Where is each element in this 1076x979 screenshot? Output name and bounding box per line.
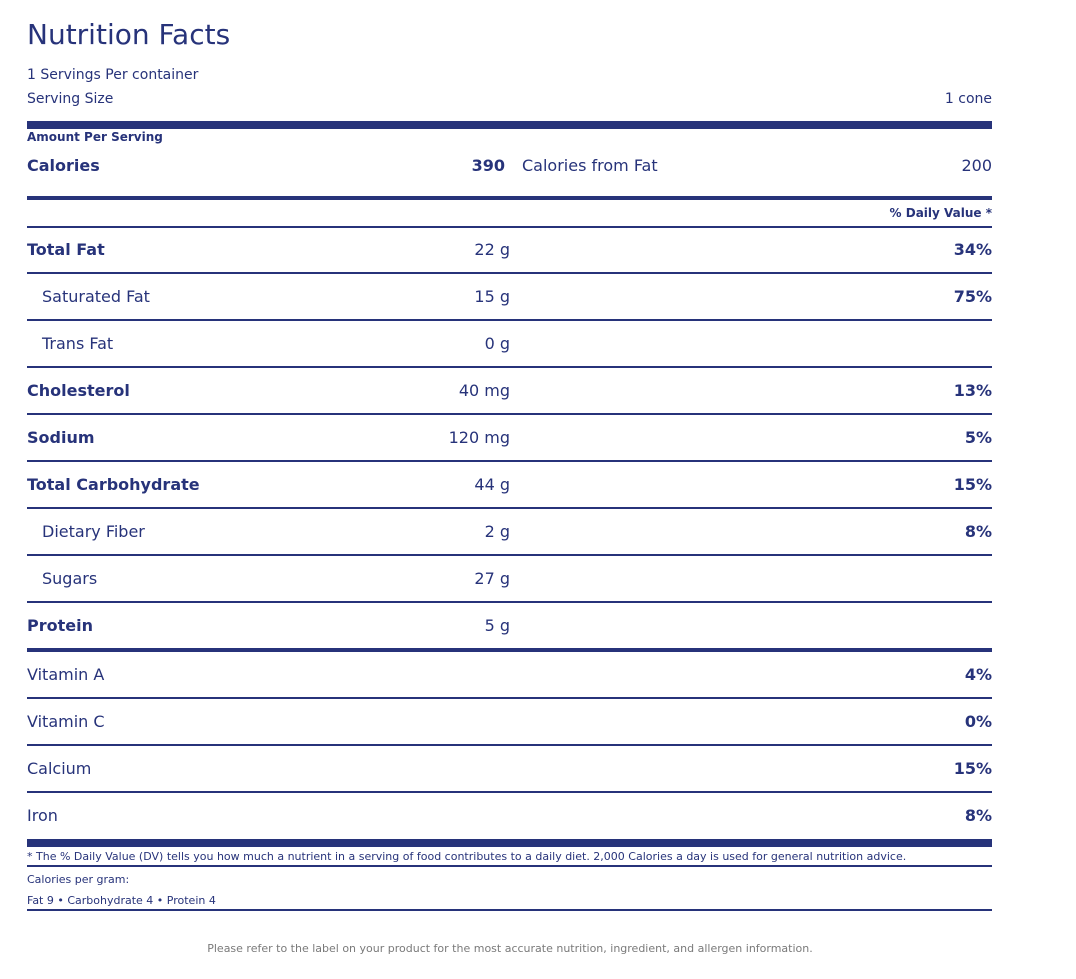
nutrient-amount: 44 g <box>474 475 510 494</box>
row-divider <box>27 460 992 462</box>
daily-value-header: % Daily Value * <box>889 206 992 220</box>
calories-per-gram-values: Fat 9 • Carbohydrate 4 • Protein 4 <box>27 894 216 907</box>
nutrient-amount: 40 mg <box>458 381 510 400</box>
vitamin-daily-value: 4% <box>964 665 992 684</box>
row-divider <box>27 909 992 911</box>
row-divider <box>27 226 992 228</box>
nutrient-name: Total Carbohydrate <box>27 475 200 494</box>
serving-size-label: Serving Size <box>27 91 114 107</box>
nutrient-name: Total Fat <box>27 240 105 259</box>
medium-divider <box>27 648 992 652</box>
calories-from-fat-label: Calories from Fat <box>522 156 658 175</box>
vitamin-daily-value: 15% <box>953 759 992 778</box>
vitamin-row: Iron 8% <box>27 806 992 828</box>
row-divider <box>27 791 992 793</box>
calories-from-fat-value: 200 <box>961 156 992 175</box>
vitamin-row: Vitamin C 0% <box>27 712 992 734</box>
calories-row: Calories 390 Calories from Fat 200 <box>27 156 992 178</box>
nutrient-amount: 120 mg <box>448 428 510 447</box>
calories-per-gram-label: Calories per gram: <box>27 873 130 886</box>
row-divider <box>27 554 992 556</box>
nutrient-name: Sodium <box>27 428 95 447</box>
nutrient-daily-value: 75% <box>953 287 992 306</box>
daily-value-footnote: * The % Daily Value (DV) tells you how m… <box>27 850 907 863</box>
nutrient-row: Saturated Fat 15 g 75% <box>27 287 992 309</box>
nutrient-daily-value: 8% <box>964 522 992 541</box>
nutrient-amount: 2 g <box>484 522 510 541</box>
row-divider <box>27 865 992 867</box>
row-divider <box>27 272 992 274</box>
medium-divider <box>27 196 992 200</box>
vitamin-daily-value: 8% <box>964 806 992 825</box>
row-divider <box>27 744 992 746</box>
vitamin-daily-value: 0% <box>964 712 992 731</box>
amount-per-serving: Amount Per Serving <box>27 130 163 144</box>
nutrient-name: Trans Fat <box>42 334 114 353</box>
vitamin-name: Vitamin A <box>27 665 105 684</box>
calories-value: 390 <box>471 156 505 175</box>
calories-label: Calories <box>27 156 100 175</box>
nutrient-row: Trans Fat 0 g <box>27 334 992 356</box>
nutrient-name: Dietary Fiber <box>42 522 145 541</box>
row-divider <box>27 319 992 321</box>
row-divider <box>27 366 992 368</box>
row-divider <box>27 697 992 699</box>
label-title: Nutrition Facts <box>27 18 231 51</box>
product-label-disclaimer: Please refer to the label on your produc… <box>207 942 813 955</box>
row-divider <box>27 413 992 415</box>
serving-size-value: 1 cone <box>944 91 992 107</box>
nutrient-row: Sodium 120 mg 5% <box>27 428 992 450</box>
nutrient-amount: 27 g <box>474 569 510 588</box>
nutrient-name: Protein <box>27 616 93 635</box>
nutrient-amount: 22 g <box>474 240 510 259</box>
vitamin-row: Calcium 15% <box>27 759 992 781</box>
servings-per-container: 1 Servings Per container <box>27 67 199 83</box>
row-divider <box>27 507 992 509</box>
nutrient-row: Total Carbohydrate 44 g 15% <box>27 475 992 497</box>
nutrient-row: Cholesterol 40 mg 13% <box>27 381 992 403</box>
vitamin-name: Vitamin C <box>27 712 105 731</box>
vitamin-name: Calcium <box>27 759 92 778</box>
nutrient-amount: 0 g <box>484 334 510 353</box>
vitamin-name: Iron <box>27 806 58 825</box>
row-divider <box>27 601 992 603</box>
thick-divider <box>27 121 992 129</box>
nutrient-name: Saturated Fat <box>42 287 150 306</box>
nutrient-name: Sugars <box>42 569 98 588</box>
vitamin-row: Vitamin A 4% <box>27 665 992 687</box>
nutrient-row: Dietary Fiber 2 g 8% <box>27 522 992 544</box>
nutrient-daily-value: 13% <box>953 381 992 400</box>
nutrient-row: Total Fat 22 g 34% <box>27 240 992 262</box>
thick-divider <box>27 839 992 847</box>
nutrient-amount: 5 g <box>484 616 510 635</box>
nutrient-row: Sugars 27 g <box>27 569 992 591</box>
nutrient-daily-value: 34% <box>953 240 992 259</box>
nutrient-daily-value: 15% <box>953 475 992 494</box>
nutrient-daily-value: 5% <box>964 428 992 447</box>
nutrient-name: Cholesterol <box>27 381 130 400</box>
nutrient-amount: 15 g <box>474 287 510 306</box>
nutrient-row: Protein 5 g <box>27 616 992 638</box>
